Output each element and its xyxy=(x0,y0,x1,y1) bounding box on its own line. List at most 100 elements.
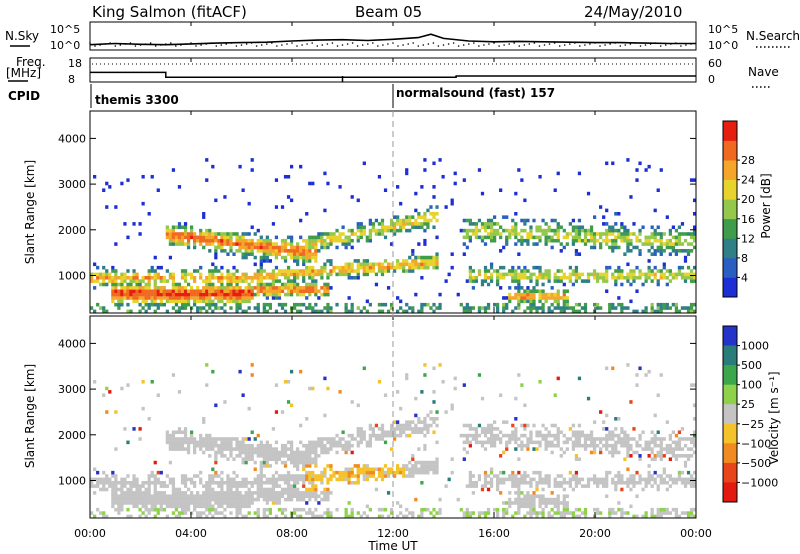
power-cell xyxy=(671,242,675,246)
velocity-cell xyxy=(208,501,212,505)
velocity-cell xyxy=(680,511,685,515)
velocity-cell xyxy=(529,511,533,515)
power-cell xyxy=(144,289,148,293)
velocity-cell xyxy=(168,504,173,509)
power-cell xyxy=(596,306,600,310)
velocity-cell xyxy=(423,427,427,431)
velocity-cell xyxy=(689,454,694,458)
velocity-cell xyxy=(268,464,272,468)
power-cell xyxy=(550,235,554,240)
velocity-cell xyxy=(223,491,227,495)
velocity-cell xyxy=(402,467,406,472)
power-cell xyxy=(196,296,200,300)
velocity-cell xyxy=(408,474,412,478)
velocity-cell xyxy=(599,437,603,441)
power-cell xyxy=(541,218,545,223)
power-cell xyxy=(205,275,209,280)
velocity-cell xyxy=(217,504,221,509)
power-cell xyxy=(544,292,548,297)
velocity-cell xyxy=(411,427,415,431)
power-cell xyxy=(338,269,342,273)
velocity-cell xyxy=(520,477,524,482)
power-cell xyxy=(559,269,563,273)
power-cell xyxy=(505,242,509,246)
velocity-cell xyxy=(656,393,660,397)
power-cell xyxy=(650,279,654,283)
velocity-cell xyxy=(111,474,115,478)
velocity-cell xyxy=(450,470,454,475)
velocity-cell xyxy=(171,437,176,441)
velocity-cell xyxy=(674,433,679,438)
velocity-cell xyxy=(529,514,533,519)
power-cell xyxy=(677,309,682,314)
power-cell xyxy=(238,242,242,246)
velocity-cell xyxy=(674,477,679,482)
power-cell xyxy=(511,228,515,233)
velocity-cell xyxy=(283,450,288,455)
power-cell xyxy=(517,302,521,307)
power-cell xyxy=(423,242,427,246)
velocity-cell xyxy=(183,477,188,482)
velocity-cell xyxy=(232,494,236,498)
power-cell xyxy=(177,242,182,246)
velocity-cell xyxy=(517,477,521,482)
power-cell xyxy=(647,235,651,240)
velocity-cell xyxy=(308,470,312,475)
power-cell xyxy=(496,269,500,273)
power-cell xyxy=(492,235,497,240)
velocity-cell xyxy=(426,470,430,475)
power-cell xyxy=(123,222,127,226)
velocity-cell xyxy=(592,477,597,482)
velocity-cell xyxy=(214,460,218,465)
velocity-cell xyxy=(308,450,312,455)
velocity-cell xyxy=(265,494,269,498)
velocity-cell xyxy=(274,447,279,451)
velocity-cell xyxy=(371,427,376,431)
power-cell xyxy=(308,245,312,250)
power-cell xyxy=(605,232,609,236)
power-cell xyxy=(120,296,124,300)
power-cell xyxy=(138,279,142,283)
power-cell xyxy=(247,245,251,250)
power-cell xyxy=(293,279,297,283)
power-cell xyxy=(499,275,503,280)
power-cell xyxy=(417,255,421,260)
velocity-cell xyxy=(538,480,542,485)
power-cell xyxy=(556,225,560,230)
power-cell xyxy=(383,225,388,230)
velocity-cell xyxy=(656,507,660,512)
velocity-cell xyxy=(365,464,369,468)
velocity-cell xyxy=(644,477,648,482)
velocity-cell xyxy=(680,480,685,485)
velocity-cell xyxy=(677,437,682,441)
velocity-cell xyxy=(523,474,527,478)
power-cell xyxy=(553,299,557,304)
velocity-cell xyxy=(99,477,103,482)
velocity-cell xyxy=(541,501,545,505)
power-cell xyxy=(411,222,415,226)
power-cell xyxy=(299,249,303,253)
velocity-cell xyxy=(492,443,497,448)
velocity-cell xyxy=(517,437,521,441)
power-cell xyxy=(599,245,603,250)
power-cell xyxy=(353,232,357,236)
power-cell xyxy=(286,289,291,293)
power-cell xyxy=(244,249,248,253)
velocity-cell xyxy=(268,497,272,502)
velocity-cell xyxy=(280,460,285,465)
power-cell xyxy=(365,272,369,277)
velocity-cell xyxy=(541,477,545,482)
power-cell xyxy=(420,225,424,230)
velocity-cell xyxy=(665,447,669,451)
velocity-cell xyxy=(247,447,251,451)
power-cell xyxy=(132,286,136,290)
power-cell xyxy=(499,286,503,290)
velocity-cell xyxy=(538,443,542,448)
power-cell xyxy=(208,289,212,293)
velocity-cell xyxy=(405,474,409,478)
power-cell xyxy=(153,296,157,300)
power-cell xyxy=(677,242,682,246)
velocity-cell xyxy=(271,480,276,485)
velocity-cell xyxy=(226,443,230,448)
power-cell xyxy=(241,292,245,297)
